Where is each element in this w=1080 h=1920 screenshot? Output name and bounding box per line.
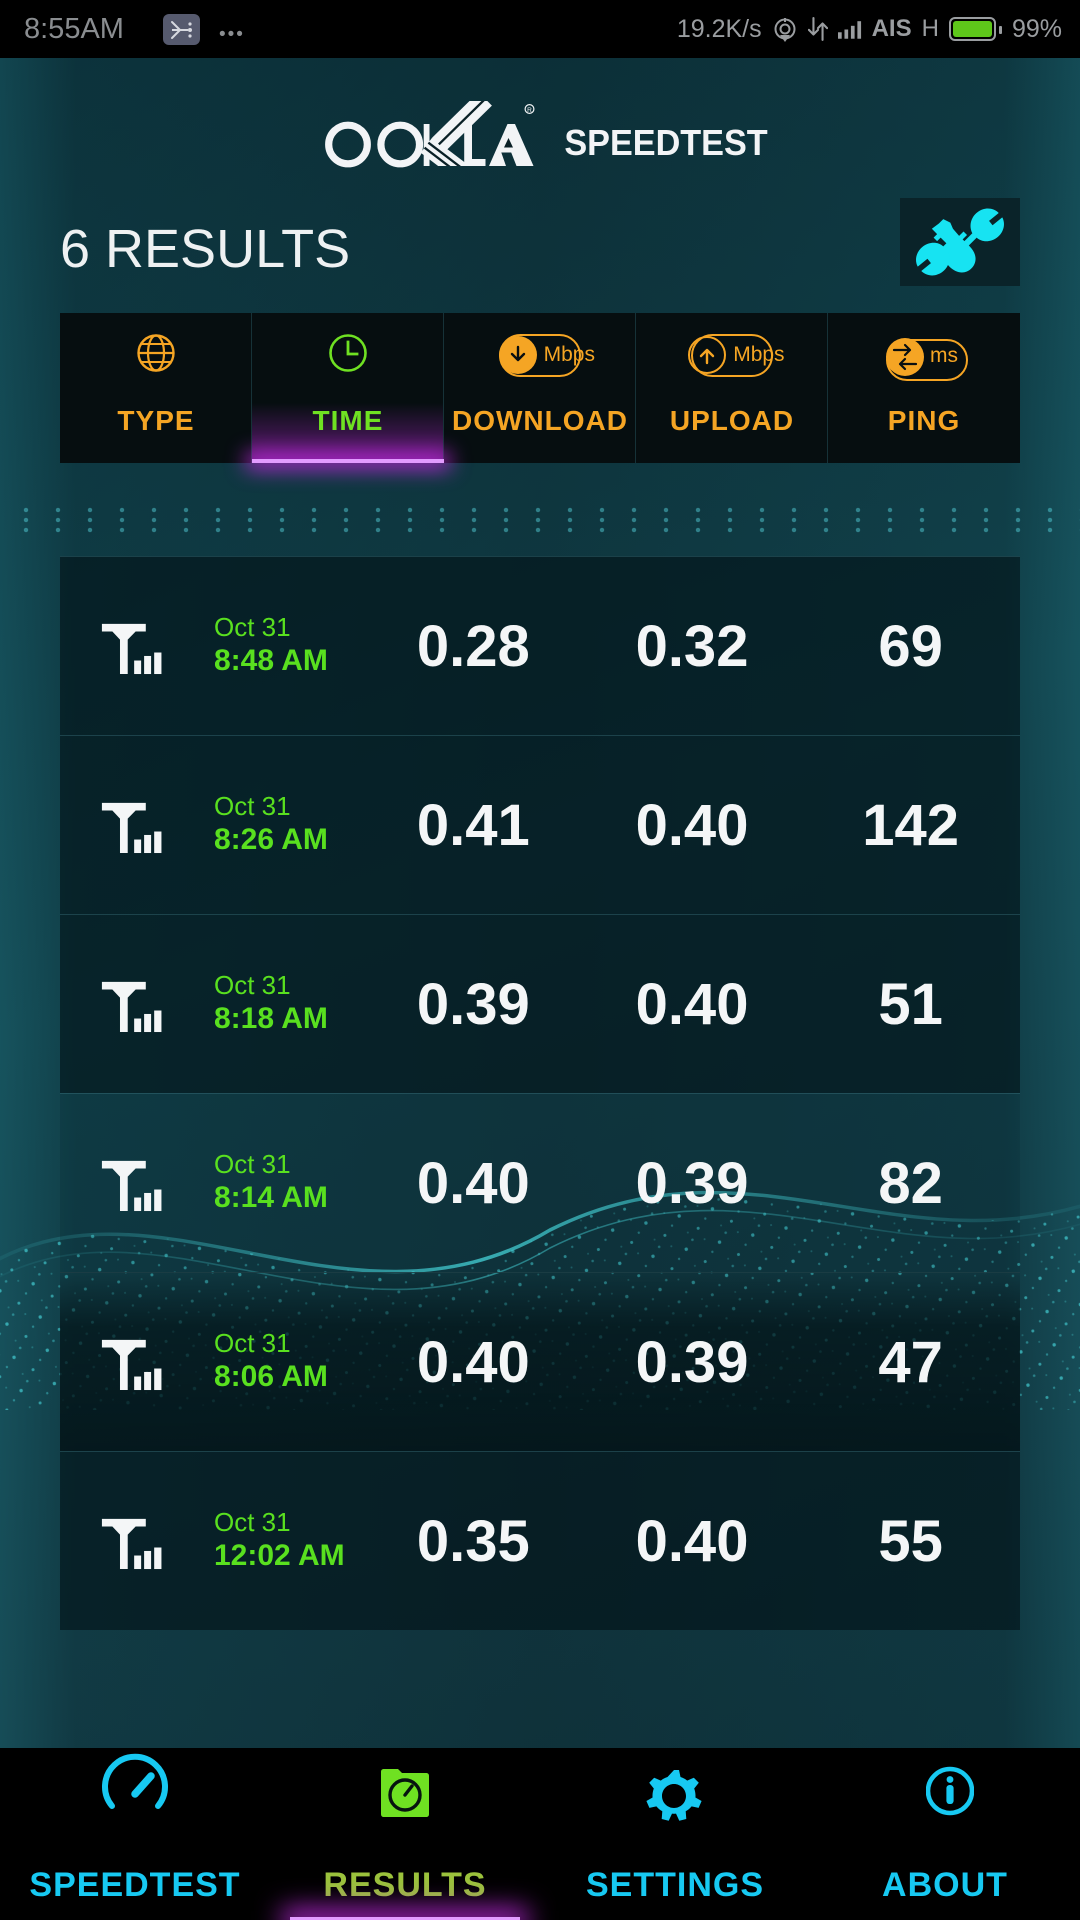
svg-text:R: R (527, 107, 532, 114)
